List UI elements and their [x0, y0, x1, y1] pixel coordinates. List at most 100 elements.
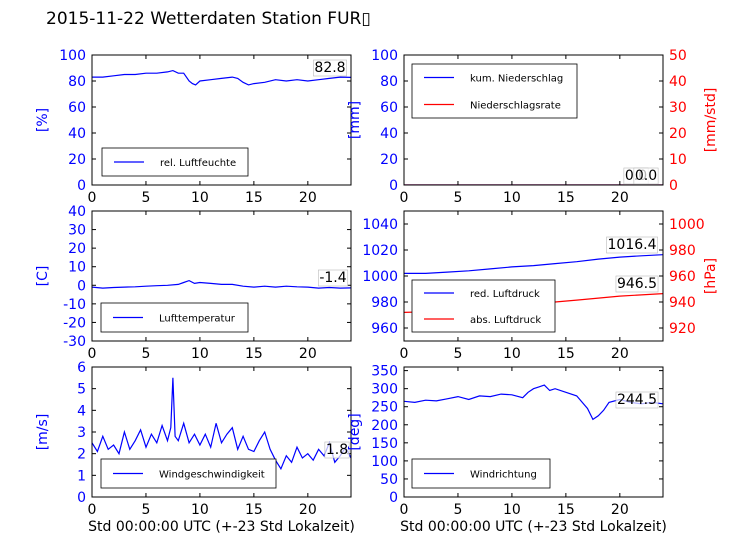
precipitation-ytick-right-label: 0	[669, 178, 678, 194]
temperature-ylabel: [C]	[35, 266, 51, 287]
temperature-xtick-label: 15	[245, 346, 263, 362]
winddirection-ytick-label: 200	[371, 418, 398, 434]
humidity-ytick-label: 40	[68, 126, 86, 142]
windspeed-series-0-line	[92, 377, 351, 471]
figure-title: 2015-11-22 Wetterdaten Station FUR▯	[46, 9, 371, 29]
winddirection-series-0-line	[404, 384, 663, 421]
winddirection-legend-label: Windrichtung	[470, 470, 537, 481]
winddirection-ytick-label: 300	[371, 382, 398, 398]
winddirection-ytick-label: 100	[371, 454, 398, 470]
humidity-plot-frame	[91, 54, 352, 186]
precipitation-xtick-label: 20	[611, 190, 629, 206]
temperature-xtick-label: 0	[88, 346, 97, 362]
precipitation-legend-box	[411, 63, 578, 119]
temperature-value-annotation: -1.4	[319, 270, 346, 286]
humidity-series-0-line	[92, 69, 351, 86]
winddirection-value-annotation: 244.5	[617, 392, 657, 408]
winddirection-xtick-label: 20	[611, 502, 629, 518]
temperature-legend-label: Lufttemperatur	[159, 314, 236, 325]
humidity-ytick-label: 60	[68, 100, 86, 116]
temperature-xtick-label: 20	[299, 346, 317, 362]
pressure-xtick-label: 10	[503, 346, 521, 362]
temperature-ytick-label: 40	[68, 204, 86, 220]
windspeed-ytick-label: 6	[77, 360, 86, 376]
windspeed-ytick-label: 4	[77, 403, 86, 419]
humidity-ylabel: [%]	[35, 108, 51, 132]
temperature-ytick-label: 30	[68, 223, 86, 239]
pressure-value-annotation-box	[615, 275, 659, 293]
pressure-value-annotation-box	[606, 236, 658, 254]
precipitation-ylabel-right: [mm/std]	[703, 88, 719, 153]
temperature-ytick-label: -10	[63, 297, 86, 313]
pressure-ytick-label: 960	[371, 321, 398, 337]
winddirection-xtick-label: 5	[453, 502, 462, 518]
winddirection-value-annotation-box	[615, 391, 659, 409]
humidity-xtick-label: 5	[141, 190, 150, 206]
precipitation-ytick-right-label: 20	[669, 126, 687, 142]
temperature-ytick-label: 0	[77, 278, 86, 294]
humidity-xtick-label: 0	[88, 190, 97, 206]
precipitation-ytick-right-label: 10	[669, 152, 687, 168]
windspeed-xtick-label: 20	[299, 502, 317, 518]
pressure-ytick-label: 1040	[362, 217, 398, 233]
precipitation-xtick-label: 10	[503, 190, 521, 206]
precipitation-legend-label: Niederschlagsrate	[470, 101, 561, 112]
windspeed-ylabel: [m/s]	[35, 414, 51, 451]
winddirection-xlabel: Std 00:00:00 UTC (+-23 Std Lokalzeit)	[400, 519, 667, 535]
windspeed-ytick-label: 3	[77, 425, 86, 441]
windspeed-ytick-label: 2	[77, 447, 86, 463]
winddirection-ytick-label: 350	[371, 364, 398, 380]
windspeed-ytick-label: 1	[77, 468, 86, 484]
precipitation-ytick-label: 60	[380, 100, 398, 116]
humidity-value-annotation: 82.8	[314, 60, 345, 76]
pressure-series-0-line	[404, 254, 663, 274]
precipitation-plot-frame	[403, 54, 664, 186]
pressure-ytick-label: 980	[371, 295, 398, 311]
pressure-ytick-right-label: 920	[669, 321, 696, 337]
precipitation-ytick-right-label: 50	[669, 48, 687, 64]
precipitation-ytick-label: 80	[380, 74, 398, 90]
precipitation-ytick-right-label: 40	[669, 74, 687, 90]
humidity-xtick-label: 10	[191, 190, 209, 206]
precipitation-ytick-label: 0	[389, 178, 398, 194]
windspeed-value-annotation: 1.8	[326, 442, 348, 458]
winddirection-ylabel: [deg]	[347, 413, 363, 450]
precipitation-ytick-label: 40	[380, 126, 398, 142]
precipitation-ytick-label: 20	[380, 152, 398, 168]
temperature-ytick-label: -20	[63, 315, 86, 331]
windspeed-value-annotation-box	[324, 441, 350, 459]
winddirection-xtick-label: 0	[400, 502, 409, 518]
pressure-xtick-label: 15	[557, 346, 575, 362]
precipitation-value-annotation: 0.0	[635, 168, 657, 184]
humidity-xtick-label: 15	[245, 190, 263, 206]
pressure-xtick-label: 0	[400, 346, 409, 362]
pressure-ytick-label: 1000	[362, 269, 398, 285]
humidity-legend-label: rel. Luftfeuchte	[160, 158, 236, 169]
pressure-ytick-label: 1020	[362, 243, 398, 259]
windspeed-xtick-label: 0	[88, 502, 97, 518]
temperature-series-0-line	[92, 279, 351, 289]
winddirection-ytick-label: 250	[371, 400, 398, 416]
windspeed-xlabel: Std 00:00:00 UTC (+-23 Std Lokalzeit)	[88, 519, 355, 535]
precipitation-xtick-label: 5	[453, 190, 462, 206]
precipitation-xtick-label: 0	[400, 190, 409, 206]
pressure-legend-box	[411, 279, 556, 333]
temperature-xtick-label: 10	[191, 346, 209, 362]
precipitation-ytick-right-label: 30	[669, 100, 687, 116]
winddirection-ytick-label: 150	[371, 436, 398, 452]
pressure-ytick-right-label: 940	[669, 295, 696, 311]
precipitation-ylabel: [mm]	[347, 101, 363, 139]
pressure-value-annotation: 946.5	[617, 276, 657, 292]
pressure-value-annotation: 1016.4	[608, 237, 657, 253]
pressure-ytick-right-label: 980	[669, 243, 696, 259]
precipitation-legend-label: kum. Niederschlag	[470, 74, 563, 85]
pressure-xtick-label: 20	[611, 346, 629, 362]
pressure-ytick-right-label: 1000	[669, 217, 705, 233]
temperature-ytick-label: 10	[68, 260, 86, 276]
windspeed-ytick-label: 0	[77, 490, 86, 506]
humidity-ytick-label: 20	[68, 152, 86, 168]
windspeed-ytick-label: 5	[77, 382, 86, 398]
precipitation-ytick-label: 100	[371, 48, 398, 64]
temperature-xtick-label: 5	[141, 346, 150, 362]
